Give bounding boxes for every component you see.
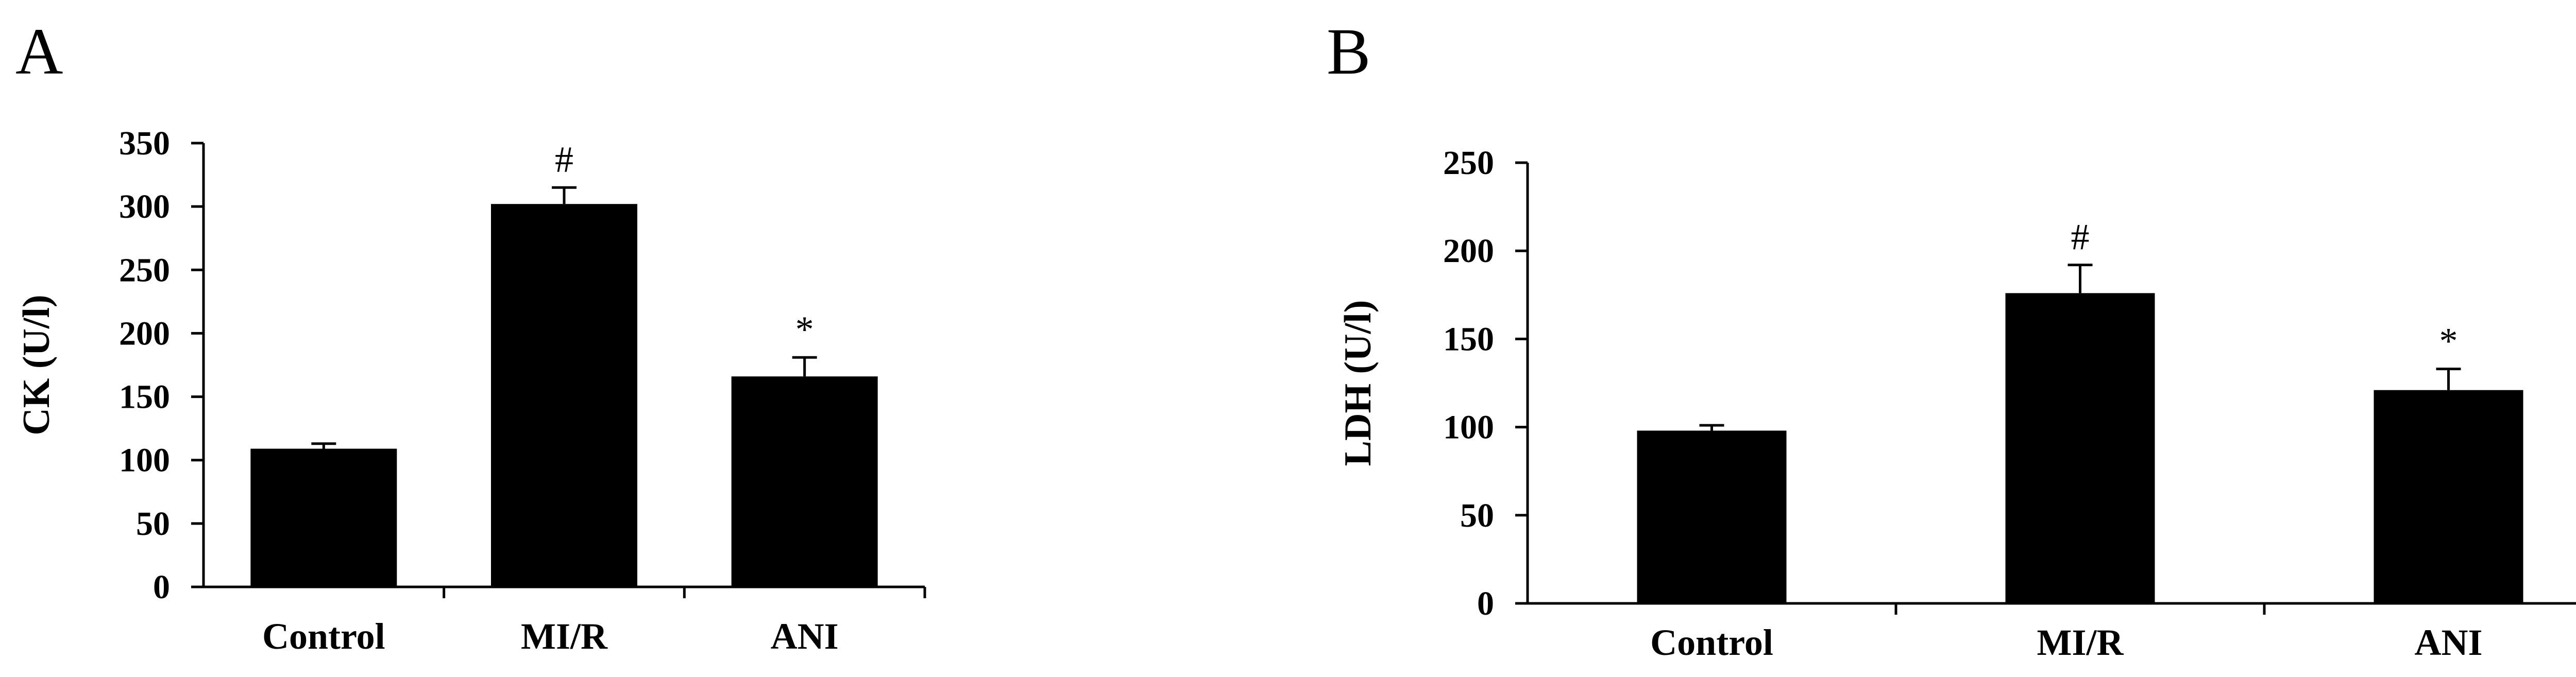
y-tick-label: 0 [153,568,170,606]
y-tick-label: 200 [119,315,170,352]
y-axis-title: LDH (U/l) [1337,300,1379,466]
x-category-label: ANI [2414,622,2482,663]
significance-mark: * [795,309,814,350]
chart-panel-b: B 0 50 100 150 200 250 LDH (U/l) Control # MI/R * A… [1327,15,2576,663]
y-tick-label: 150 [1443,320,1494,358]
bar [731,376,878,587]
significance-mark: # [2071,217,2090,258]
bar [491,204,637,587]
panel-letter: B [1327,15,1370,88]
x-category-label: Control [1650,622,1773,663]
y-tick-label: 100 [1443,409,1494,446]
y-tick-label: 250 [1443,144,1494,182]
x-category-label: MI/R [2037,622,2124,663]
y-tick-label: 50 [136,505,170,543]
y-tick-label: 50 [1460,497,1494,534]
x-category-label: MI/R [521,616,608,657]
y-tick-label: 300 [119,188,170,225]
y-tick-label: 0 [1477,585,1494,622]
bar [1637,430,1787,603]
chart-panel-a: A 0 50 100 150 200 250 300 350 CK (U/l) Control # M… [15,15,926,657]
y-tick-label: 100 [119,442,170,479]
panel-letter: A [15,15,63,88]
y-tick-label: 350 [119,125,170,162]
significance-mark: # [555,139,573,180]
y-tick-label: 200 [1443,232,1494,270]
bar [2005,293,2155,603]
y-tick-label: 150 [119,378,170,416]
y-tick-label: 250 [119,251,170,289]
significance-mark: * [2439,321,2458,362]
bar [2374,390,2523,603]
x-category-label: ANI [771,616,839,657]
bar [250,448,397,587]
x-category-label: Control [262,616,385,657]
y-axis-title: CK (U/l) [15,294,58,435]
